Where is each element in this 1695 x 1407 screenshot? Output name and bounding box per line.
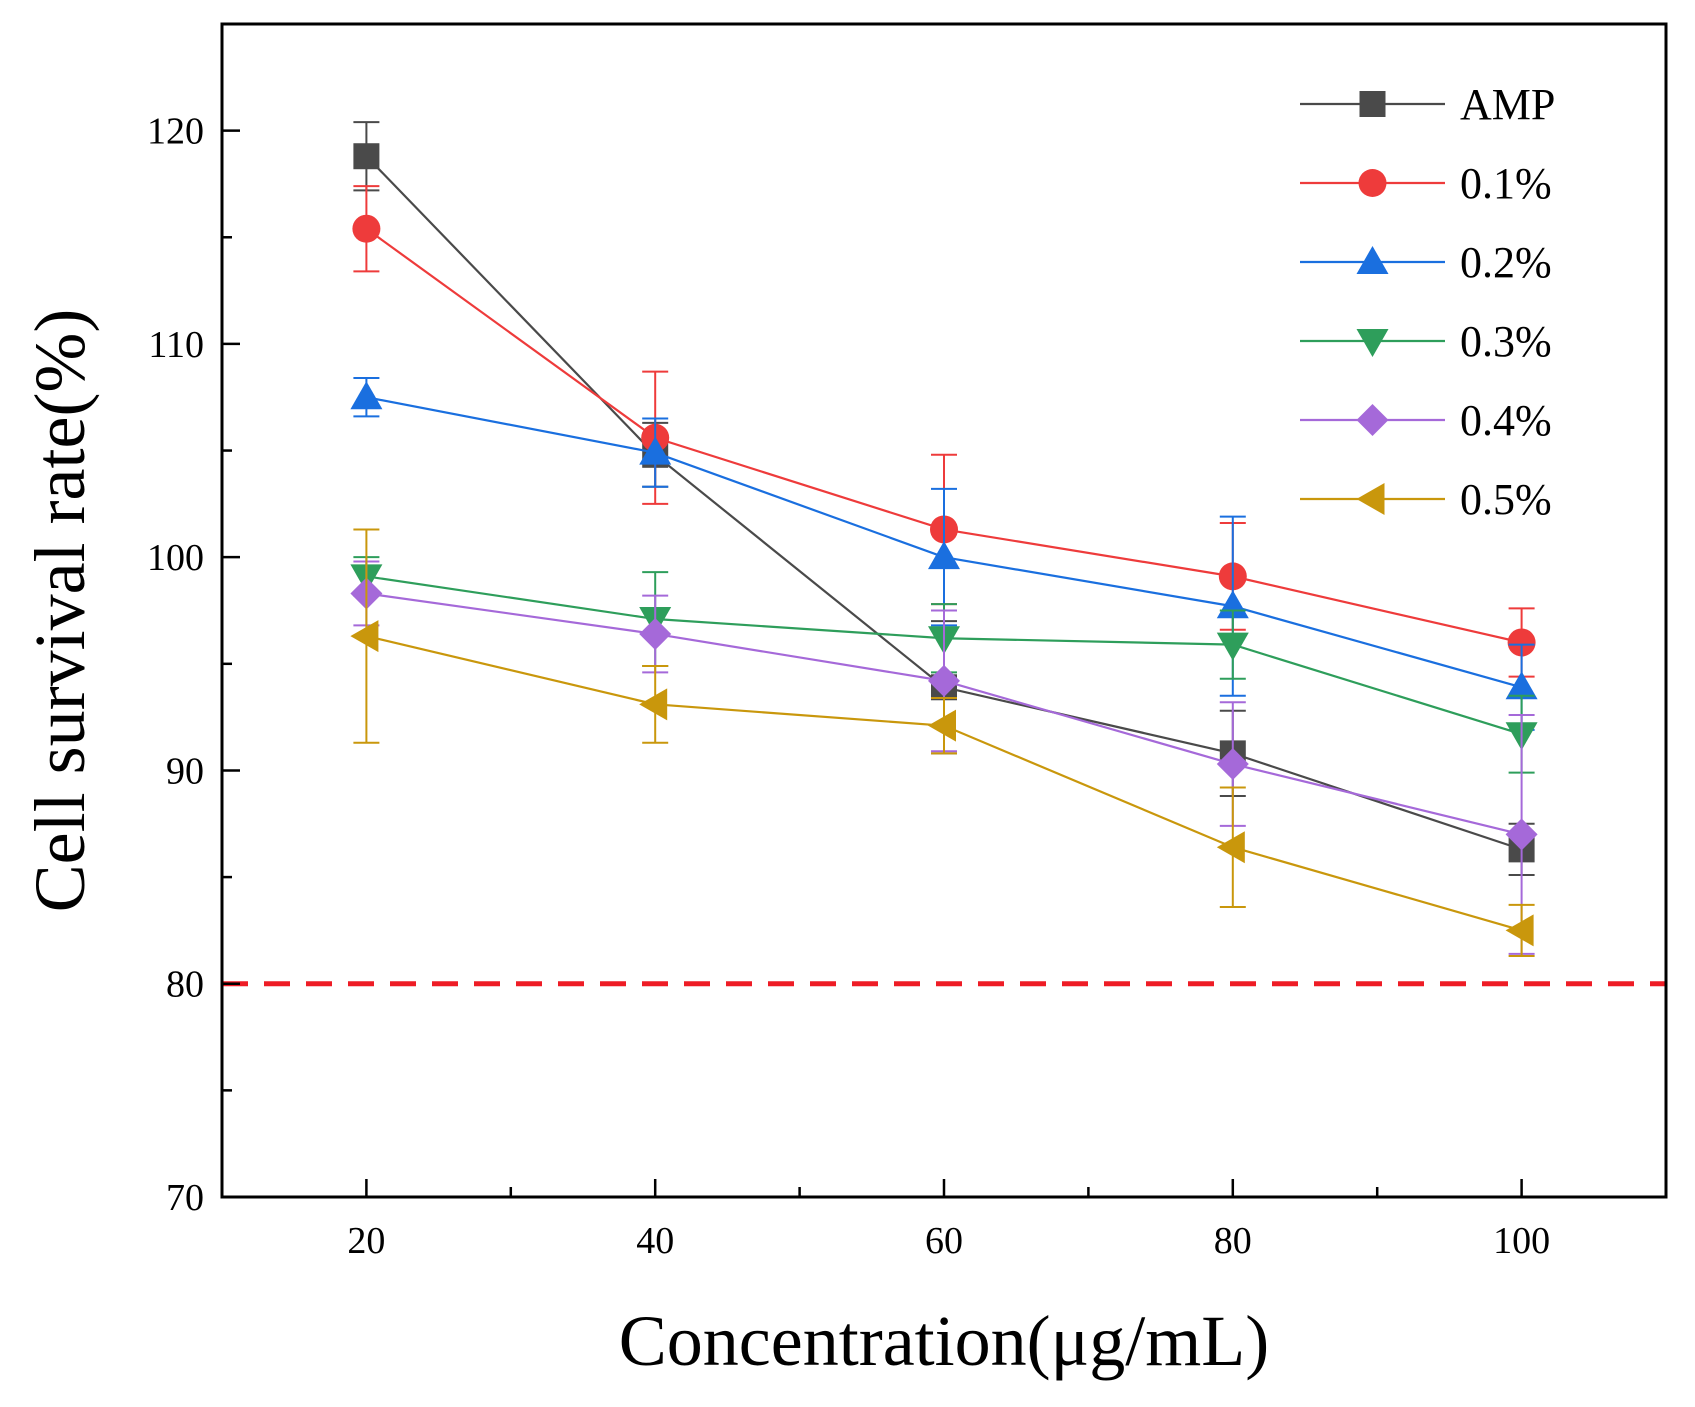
data-point [1507, 628, 1536, 657]
legend-label: 0.4% [1460, 396, 1552, 445]
data-point [928, 664, 960, 697]
y-tick-label: 110 [148, 324, 204, 366]
y-tick-label: 100 [147, 537, 204, 579]
series-layer [350, 121, 1538, 958]
axis-layer: 70 80 90 100 110 120 20 40 60 80 100 [147, 22, 1550, 1262]
data-point [639, 617, 672, 650]
x-tick-label: 60 [925, 1220, 963, 1262]
x-tick-label: 20 [347, 1220, 385, 1262]
y-tick-label: 120 [147, 111, 204, 153]
series-0-5pct [350, 528, 1535, 958]
y-tick-label: 90 [166, 750, 204, 792]
data-point [639, 436, 672, 465]
data-point [1216, 632, 1249, 661]
legend-label: AMP [1460, 80, 1555, 129]
legend-marker [1356, 329, 1389, 357]
legend-item: AMP [1300, 80, 1555, 129]
data-point [1505, 914, 1534, 947]
data-point [353, 143, 380, 170]
legend-item: 0.5% [1300, 475, 1552, 524]
data-point [928, 709, 956, 742]
legend-marker [1356, 483, 1385, 515]
y-tick-label: 80 [166, 964, 204, 1006]
data-point [350, 381, 383, 410]
data-point [352, 214, 381, 243]
legend-label: 0.1% [1460, 159, 1552, 208]
y-tick-label: 70 [166, 1177, 204, 1219]
data-point [639, 688, 668, 721]
legend: AMP 0.1% 0.2% 0.3% 0.4% 0.5% [1300, 80, 1555, 524]
x-tick-label: 40 [636, 1220, 674, 1262]
data-point [928, 541, 960, 570]
legend-label: 0.3% [1460, 317, 1552, 366]
data-point [1505, 818, 1538, 851]
legend-marker [1358, 169, 1387, 197]
legend-item: 0.2% [1300, 238, 1552, 287]
y-axis-title: Cell survival rate(%) [20, 309, 100, 913]
x-axis-title: Concentration(μg/mL) [619, 1301, 1269, 1381]
legend-marker [1359, 91, 1386, 117]
series-0-4pct [350, 560, 1538, 955]
legend-marker [1356, 246, 1389, 274]
legend-item: 0.1% [1300, 159, 1552, 208]
legend-label: 0.2% [1460, 238, 1552, 287]
legend-marker [1356, 404, 1389, 436]
legend-item: 0.3% [1300, 317, 1552, 366]
data-point [1505, 671, 1538, 700]
data-point [1216, 748, 1249, 781]
data-point [1216, 831, 1245, 864]
x-tick-label: 80 [1214, 1220, 1252, 1262]
legend-label: 0.5% [1460, 475, 1552, 524]
series-0-2pct [350, 377, 1538, 731]
legend-item: 0.4% [1300, 396, 1552, 445]
data-point [350, 620, 379, 653]
x-tick-label: 100 [1493, 1220, 1550, 1262]
